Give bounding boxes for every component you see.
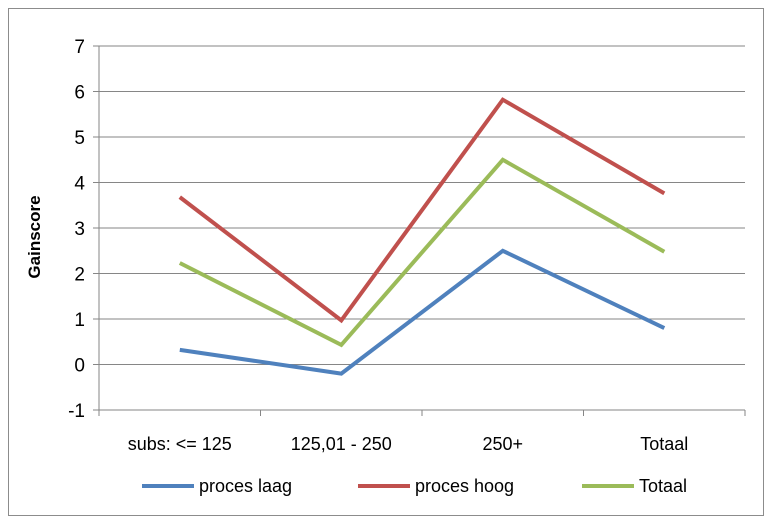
line-chart: -1 0 1 2 3 4 5 6 7 subs: <= 125 125,01 - 250 250+ To… <box>25 37 746 496</box>
legend-label: Totaal <box>639 476 687 496</box>
series-line-3 <box>178 157 666 348</box>
x-tick-label: Totaal <box>640 434 688 454</box>
y-tick-label: 1 <box>74 310 85 331</box>
axes: -1 0 1 2 3 4 5 6 7 subs: <= 125 125,01 - 250 250+ To… <box>68 37 746 454</box>
y-tick-label: 0 <box>74 356 85 377</box>
y-tick-label: 7 <box>74 37 85 58</box>
y-tick-label: 3 <box>74 219 85 240</box>
gridlines <box>99 45 745 411</box>
legend-label: proces laag <box>199 476 292 496</box>
x-tick-label: subs: <= 125 <box>128 434 232 454</box>
series-line-2 <box>178 97 666 324</box>
x-tick-label: 250+ <box>482 434 523 454</box>
y-tick-label: 4 <box>74 174 85 195</box>
x-tick-label: 125,01 - 250 <box>291 434 392 454</box>
y-tick-label: -1 <box>68 401 85 422</box>
legend-label: proces hoog <box>415 476 514 496</box>
y-tick-label: 2 <box>74 265 85 286</box>
y-axis-title: Gainscore <box>25 195 44 278</box>
series-lines <box>178 97 666 376</box>
legend: proces laag proces hoog Totaal <box>142 476 687 496</box>
y-tick-label: 5 <box>74 128 85 149</box>
chart-frame: -1 0 1 2 3 4 5 6 7 subs: <= 125 125,01 - 250 250+ To… <box>8 8 764 516</box>
y-tick-label: 6 <box>74 83 85 104</box>
series-line-1 <box>179 248 666 376</box>
